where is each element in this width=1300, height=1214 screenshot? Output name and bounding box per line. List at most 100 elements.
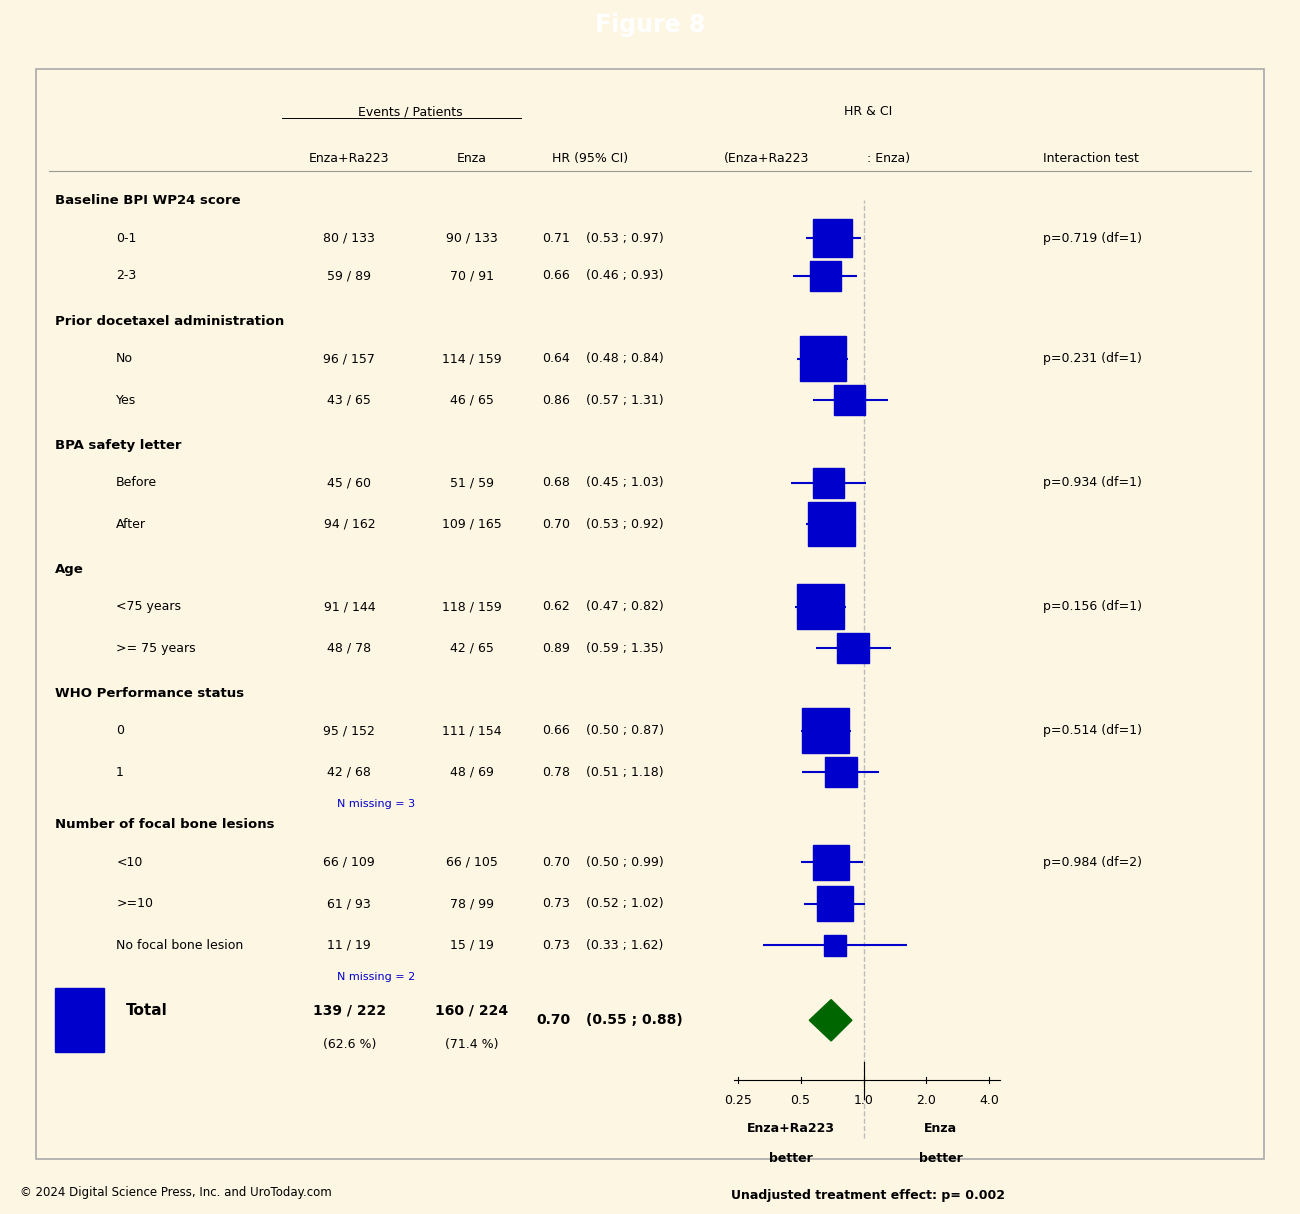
Bar <box>812 467 844 498</box>
Bar <box>812 220 853 257</box>
Text: 94 / 162: 94 / 162 <box>324 517 376 531</box>
Text: (0.59 ; 1.35): (0.59 ; 1.35) <box>586 642 664 654</box>
Text: 109 / 165: 109 / 165 <box>442 517 502 531</box>
Text: p=0.934 (df=1): p=0.934 (df=1) <box>1043 476 1141 489</box>
Text: 0.68: 0.68 <box>542 476 571 489</box>
Text: 78 / 99: 78 / 99 <box>450 897 494 910</box>
Text: (0.53 ; 0.92): (0.53 ; 0.92) <box>586 517 664 531</box>
Text: 0.89: 0.89 <box>542 642 571 654</box>
Text: After: After <box>116 517 146 531</box>
Bar <box>802 709 849 753</box>
Text: 1: 1 <box>116 766 124 778</box>
Text: (0.55 ; 0.88): (0.55 ; 0.88) <box>586 1014 683 1027</box>
Text: 139 / 222: 139 / 222 <box>313 1004 386 1017</box>
Text: N missing = 2: N missing = 2 <box>337 972 415 982</box>
Text: No: No <box>116 352 133 365</box>
Text: Number of focal bone lesions: Number of focal bone lesions <box>55 818 274 832</box>
Text: 42 / 65: 42 / 65 <box>450 642 494 654</box>
Text: (62.6 %): (62.6 %) <box>322 1038 376 1051</box>
Bar <box>810 261 841 291</box>
Text: : Enza): : Enza) <box>867 152 910 165</box>
Text: (0.50 ; 0.99): (0.50 ; 0.99) <box>586 856 664 869</box>
Bar <box>835 385 866 415</box>
Text: 0.73: 0.73 <box>542 897 571 910</box>
Bar <box>55 988 104 1053</box>
Text: <75 years: <75 years <box>116 600 181 613</box>
Bar <box>826 758 857 787</box>
Text: (0.33 ; 1.62): (0.33 ; 1.62) <box>586 938 663 952</box>
Text: better: better <box>919 1152 963 1165</box>
Bar <box>800 336 846 381</box>
Text: better: better <box>768 1152 812 1165</box>
Text: Total: Total <box>126 1004 168 1019</box>
Text: Figure 8: Figure 8 <box>595 13 705 38</box>
Text: 0.71: 0.71 <box>542 232 571 245</box>
Text: 80 / 133: 80 / 133 <box>324 232 376 245</box>
Text: (0.45 ; 1.03): (0.45 ; 1.03) <box>586 476 664 489</box>
Text: 0.66: 0.66 <box>542 725 571 737</box>
Text: 46 / 65: 46 / 65 <box>450 393 494 407</box>
Text: (Enza+Ra223: (Enza+Ra223 <box>724 152 809 165</box>
Text: Enza: Enza <box>924 1122 957 1135</box>
Text: 48 / 69: 48 / 69 <box>450 766 494 778</box>
Text: 160 / 224: 160 / 224 <box>436 1004 508 1017</box>
Text: 111 / 154: 111 / 154 <box>442 725 502 737</box>
Text: 0.66: 0.66 <box>542 270 571 283</box>
Text: 0.70: 0.70 <box>542 517 571 531</box>
Text: (0.50 ; 0.87): (0.50 ; 0.87) <box>586 725 664 737</box>
Text: 48 / 78: 48 / 78 <box>328 642 372 654</box>
Text: p=0.514 (df=1): p=0.514 (df=1) <box>1043 725 1141 737</box>
Text: (71.4 %): (71.4 %) <box>446 1038 499 1051</box>
Text: Enza+Ra223: Enza+Ra223 <box>309 152 390 165</box>
Text: 43 / 65: 43 / 65 <box>328 393 372 407</box>
Text: 66 / 105: 66 / 105 <box>446 856 498 869</box>
Text: Unadjusted treatment effect: p= 0.002: Unadjusted treatment effect: p= 0.002 <box>731 1190 1005 1202</box>
Text: (0.48 ; 0.84): (0.48 ; 0.84) <box>586 352 664 365</box>
Text: © 2024 Digital Science Press, Inc. and UroToday.com: © 2024 Digital Science Press, Inc. and U… <box>20 1186 332 1199</box>
Text: No focal bone lesion: No focal bone lesion <box>116 938 243 952</box>
Text: 0.70: 0.70 <box>542 856 571 869</box>
Bar <box>812 845 849 880</box>
Text: 95 / 152: 95 / 152 <box>324 725 376 737</box>
Text: (0.53 ; 0.97): (0.53 ; 0.97) <box>586 232 664 245</box>
Text: 66 / 109: 66 / 109 <box>324 856 376 869</box>
Text: 91 / 144: 91 / 144 <box>324 600 376 613</box>
Text: 51 / 59: 51 / 59 <box>450 476 494 489</box>
Text: 0: 0 <box>116 725 125 737</box>
Text: (0.47 ; 0.82): (0.47 ; 0.82) <box>586 600 664 613</box>
Text: 2.0: 2.0 <box>916 1094 936 1107</box>
Text: 0.64: 0.64 <box>542 352 571 365</box>
Text: Baseline BPI WP24 score: Baseline BPI WP24 score <box>55 194 240 208</box>
Bar <box>837 634 868 663</box>
Text: 90 / 133: 90 / 133 <box>446 232 498 245</box>
Bar <box>824 935 846 955</box>
Text: HR (95% CI): HR (95% CI) <box>552 152 628 165</box>
Text: 118 / 159: 118 / 159 <box>442 600 502 613</box>
Text: 114 / 159: 114 / 159 <box>442 352 502 365</box>
Text: 96 / 157: 96 / 157 <box>324 352 376 365</box>
Bar <box>797 584 844 629</box>
Text: 1.0: 1.0 <box>854 1094 874 1107</box>
Text: Interaction test: Interaction test <box>1043 152 1139 165</box>
Text: 45 / 60: 45 / 60 <box>328 476 372 489</box>
Text: <10: <10 <box>116 856 143 869</box>
Text: N missing = 3: N missing = 3 <box>337 799 415 809</box>
Bar <box>807 501 854 546</box>
Text: 59 / 89: 59 / 89 <box>328 270 372 283</box>
Text: 0-1: 0-1 <box>116 232 136 245</box>
Text: HR & CI: HR & CI <box>844 106 892 118</box>
Text: WHO Performance status: WHO Performance status <box>55 687 244 699</box>
Text: (0.46 ; 0.93): (0.46 ; 0.93) <box>586 270 664 283</box>
Text: 0.78: 0.78 <box>542 766 571 778</box>
Text: Enza+Ra223: Enza+Ra223 <box>746 1122 835 1135</box>
Text: (0.52 ; 1.02): (0.52 ; 1.02) <box>586 897 664 910</box>
Text: p=0.156 (df=1): p=0.156 (df=1) <box>1043 600 1141 613</box>
Text: Events / Patients: Events / Patients <box>359 106 463 118</box>
Text: 0.62: 0.62 <box>542 600 571 613</box>
Text: 0.73: 0.73 <box>542 938 571 952</box>
Text: >= 75 years: >= 75 years <box>116 642 196 654</box>
Text: 70 / 91: 70 / 91 <box>450 270 494 283</box>
Text: Prior docetaxel administration: Prior docetaxel administration <box>55 314 285 328</box>
Text: Enza: Enza <box>458 152 488 165</box>
Text: 0.25: 0.25 <box>724 1094 751 1107</box>
